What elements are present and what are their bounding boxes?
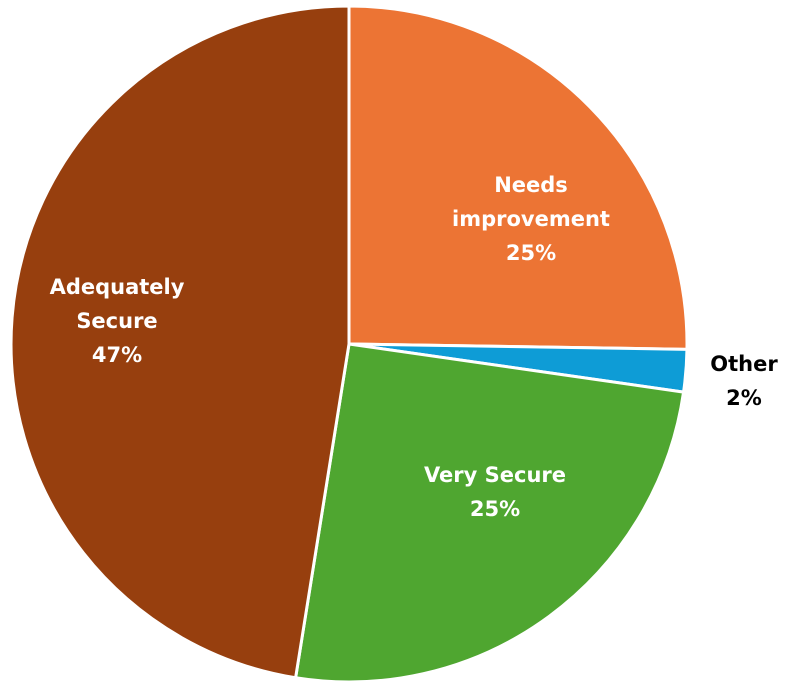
pie-slice-needs-improvement: [347, 4, 689, 351]
pie-slice-adequately-secure: [9, 4, 351, 680]
pie-value-label: 47%: [92, 343, 142, 367]
pie-labels: Needs improvement 25% Other 2% Very Secure 25%…: [50, 173, 779, 521]
pie-category-label: Very Secure: [424, 463, 566, 487]
pie-category-label: improvement: [452, 207, 610, 231]
pie-label-adequately-secure: Adequately Secure 47%: [50, 275, 185, 367]
pie-label-needs-improvement: Needs improvement 25%: [452, 173, 610, 265]
pie-category-label: Needs: [494, 173, 568, 197]
pie-category-label: Other: [710, 352, 778, 376]
pie-value-label: 25%: [470, 497, 520, 521]
pie-label-other: Other 2%: [710, 352, 778, 410]
pie-label-very-secure: Very Secure 25%: [424, 463, 566, 521]
pie-value-label: 25%: [506, 241, 556, 265]
pie-slice-very-secure: [294, 342, 686, 681]
pie-category-label: Adequately: [50, 275, 185, 299]
pie-slices: [9, 4, 689, 681]
pie-category-label: Secure: [76, 309, 157, 333]
pie-value-label: 2%: [726, 386, 762, 410]
